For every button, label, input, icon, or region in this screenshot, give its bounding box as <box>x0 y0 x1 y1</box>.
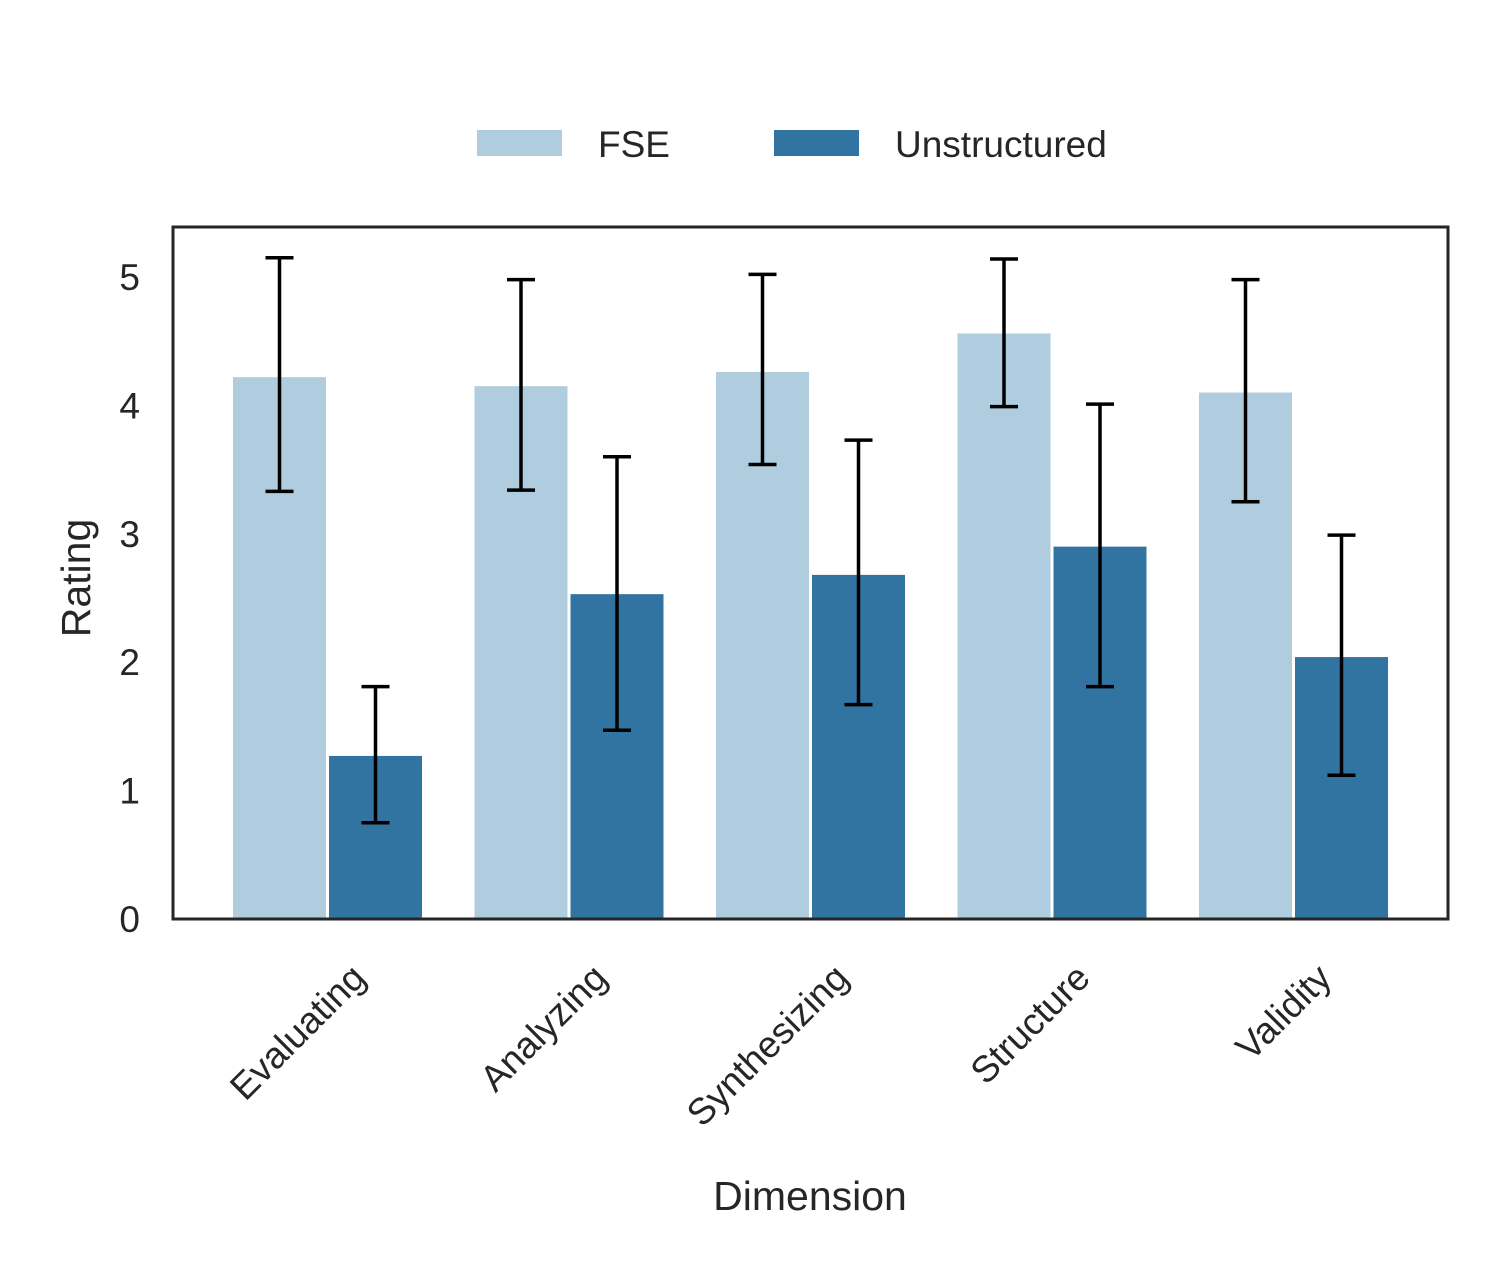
plot-frame <box>171 225 1450 921</box>
y-tick-label: 5 <box>119 257 140 298</box>
y-axis-title: Rating <box>53 519 99 638</box>
x-tick-label: Evaluating <box>222 957 373 1108</box>
y-tick-label: 4 <box>119 385 140 426</box>
error-bar-unstructured-validity <box>1327 533 1356 777</box>
error-bar-unstructured-synthesizing <box>844 438 873 707</box>
x-tick-label: Structure <box>963 957 1098 1092</box>
error-bar-unstructured-evaluating <box>361 684 390 825</box>
legend-swatch <box>774 130 859 156</box>
x-axis-title: Dimension <box>713 1173 907 1219</box>
error-bars <box>265 255 1356 825</box>
error-bar-fse-evaluating <box>265 255 294 494</box>
legend-swatch <box>477 130 562 156</box>
bar-fse-structure <box>957 333 1051 920</box>
x-tick-label: Synthesizing <box>679 957 856 1134</box>
x-axis-ticks: Evaluating Analyzing Synthesizing Structure… <box>222 956 1340 1134</box>
y-axis-ticks: 0 1 2 3 4 5 <box>119 257 140 940</box>
error-bar-fse-validity <box>1231 277 1260 504</box>
legend-item-fse: FSE <box>477 124 670 165</box>
error-bar-unstructured-structure <box>1086 402 1114 689</box>
y-tick-label: 0 <box>119 899 140 940</box>
legend-label: Unstructured <box>895 124 1107 165</box>
legend-label: FSE <box>598 124 670 165</box>
error-bar-fse-analyzing <box>507 277 535 492</box>
y-tick-label: 3 <box>119 514 140 555</box>
legend-item-unstructured: Unstructured <box>774 124 1107 165</box>
x-tick-label: Analyzing <box>472 957 614 1099</box>
y-tick-label: 2 <box>119 642 140 683</box>
x-tick-label: Validity <box>1228 956 1340 1068</box>
error-bar-fse-structure <box>990 257 1018 409</box>
y-tick-label: 1 <box>119 771 140 812</box>
bars <box>233 333 1388 920</box>
error-bar-unstructured-analyzing <box>603 455 631 733</box>
error-bar-fse-synthesizing <box>748 272 777 467</box>
legend: FSE Unstructured <box>477 124 1107 165</box>
